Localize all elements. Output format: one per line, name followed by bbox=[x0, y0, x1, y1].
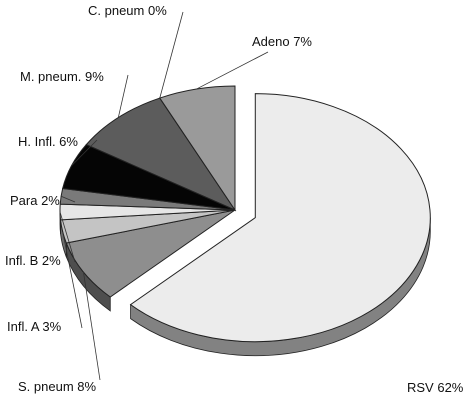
slice-label-s-pneum: S. pneum 8% bbox=[18, 379, 96, 394]
slice-label-m-pneum: M. pneum. 9% bbox=[20, 69, 104, 84]
leader-line-infl-a bbox=[62, 231, 83, 329]
leader-line-h-infl bbox=[71, 139, 98, 167]
leader-line-infl-b bbox=[59, 211, 76, 263]
slice-label-h-infl: H. Infl. 6% bbox=[18, 134, 78, 149]
leader-line-c-pneum bbox=[159, 11, 184, 99]
slice-label-c-pneum: C. pneum 0% bbox=[88, 3, 167, 18]
leader-lines bbox=[59, 11, 269, 381]
slice-label-adeno: Adeno 7% bbox=[252, 34, 312, 49]
slice-label-rsv: RSV 62% bbox=[407, 380, 464, 395]
leader-line-adeno bbox=[196, 51, 269, 90]
leader-line-para bbox=[60, 195, 76, 203]
slice-label-infl-a: Infl. A 3% bbox=[7, 319, 62, 334]
pie-slices bbox=[59, 85, 431, 343]
leader-line-s-pneum bbox=[83, 271, 101, 381]
leader-line-m-pneum bbox=[117, 74, 129, 118]
slice-rsv bbox=[129, 93, 431, 343]
slice-s-pneum bbox=[65, 209, 236, 298]
slice-label-infl-b: Infl. B 2% bbox=[5, 253, 61, 268]
slice-label-para: Para 2% bbox=[10, 193, 60, 208]
